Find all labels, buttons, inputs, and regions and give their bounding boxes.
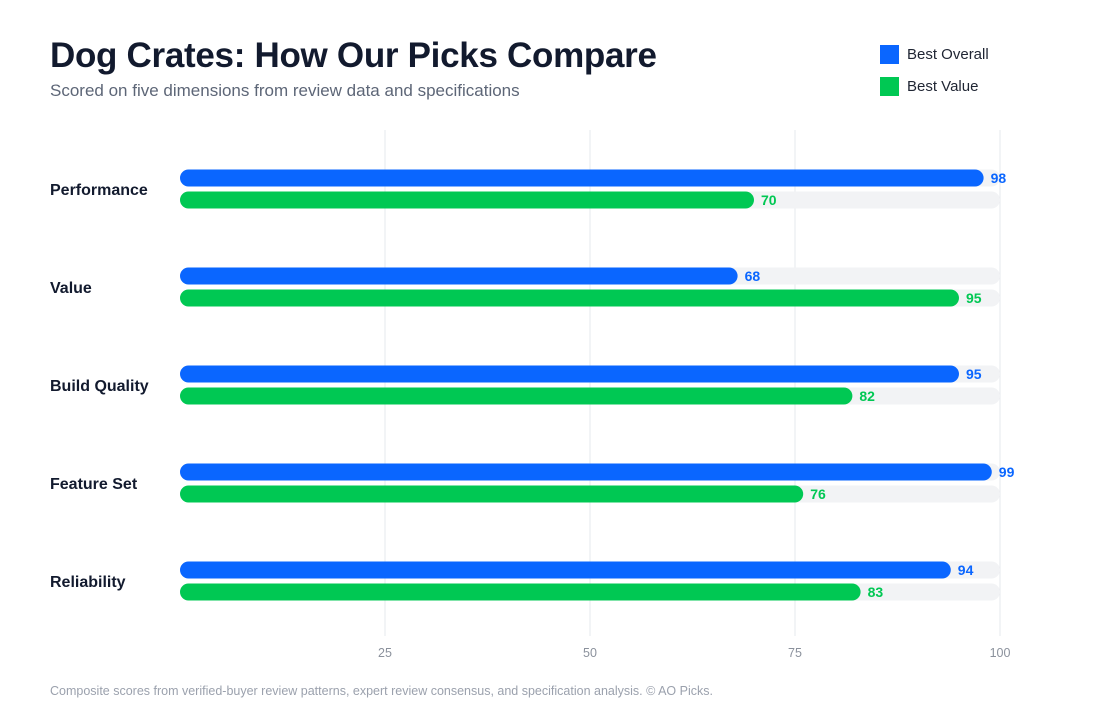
bar-value-label: 95	[966, 366, 982, 382]
category-label: Reliability	[50, 574, 126, 591]
bar	[180, 169, 984, 187]
x-tick-label: 75	[788, 646, 802, 660]
category-label: Value	[50, 280, 92, 297]
footnote: Composite scores from verified-buyer rev…	[50, 684, 713, 698]
bar-value-label: 95	[966, 290, 982, 306]
bar	[180, 267, 738, 285]
bar	[180, 583, 861, 601]
x-tick-label: 25	[378, 646, 392, 660]
bar-value-label: 68	[745, 268, 761, 284]
x-tick-label: 100	[990, 646, 1011, 660]
chart-legend: Best Overall Best Value	[880, 44, 989, 108]
category-label: Feature Set	[50, 476, 138, 493]
legend-swatch-best-overall	[880, 44, 899, 64]
category-label: Build Quality	[50, 378, 149, 395]
legend-label-best-value: Best Value	[907, 77, 979, 95]
legend-item-best-overall: Best Overall	[880, 44, 989, 64]
bar-value-label: 76	[810, 486, 826, 502]
bar	[180, 485, 804, 503]
bar	[180, 191, 754, 209]
bar-value-label: 70	[761, 192, 777, 208]
chart-subtitle: Scored on five dimensions from review da…	[50, 81, 520, 100]
bar-value-label: 94	[958, 562, 974, 578]
bar-value-label: 83	[868, 584, 884, 600]
bar	[180, 365, 959, 383]
legend-swatch-best-value	[880, 76, 899, 96]
bar-value-label: 99	[999, 464, 1015, 480]
bar	[180, 463, 992, 481]
bar	[180, 561, 951, 579]
legend-item-best-value: Best Value	[880, 76, 989, 96]
bar-value-label: 82	[859, 388, 875, 404]
bar-value-label: 98	[991, 170, 1007, 186]
chart-title: Dog Crates: How Our Picks Compare	[50, 36, 657, 75]
x-tick-label: 50	[583, 646, 597, 660]
category-label: Performance	[50, 182, 148, 199]
legend-label-best-overall: Best Overall	[907, 45, 989, 63]
bar	[180, 387, 853, 405]
bar	[180, 289, 959, 307]
